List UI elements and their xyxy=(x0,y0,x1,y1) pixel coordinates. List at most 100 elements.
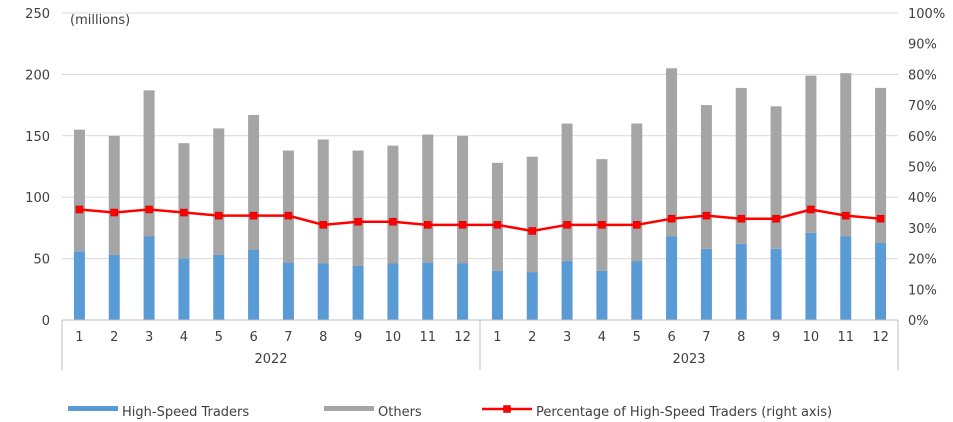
x-month-label: 4 xyxy=(598,330,606,345)
bar-others xyxy=(561,123,573,262)
percentage-marker xyxy=(458,221,467,229)
percentage-marker xyxy=(598,221,606,229)
bar-high-speed-traders xyxy=(700,248,712,320)
bar-high-speed-traders xyxy=(561,261,573,320)
bar-others xyxy=(840,73,852,237)
y-left-tick-label: 250 xyxy=(25,7,50,22)
percentage-marker xyxy=(842,211,850,220)
bar-others xyxy=(805,75,817,233)
y-right-tick-label: 40% xyxy=(908,191,937,206)
y-right-tick-label: 50% xyxy=(908,161,937,176)
bar-high-speed-traders xyxy=(631,261,643,320)
bar-high-speed-traders xyxy=(108,254,120,320)
percentage-marker xyxy=(876,214,885,223)
bar-high-speed-traders xyxy=(248,250,260,320)
bar-high-speed-traders xyxy=(840,236,852,320)
legend-swatch-high-speed-traders xyxy=(68,406,118,411)
legend-label-high-speed-traders: High-Speed Traders xyxy=(122,405,249,420)
percentage-line xyxy=(75,205,885,235)
bar-high-speed-traders xyxy=(213,254,225,320)
x-month-label: 8 xyxy=(319,330,327,345)
bars xyxy=(73,68,887,320)
legend-swatch-percentage-marker xyxy=(503,405,511,413)
y-right-tick-label: 100% xyxy=(908,7,945,22)
percentage-marker xyxy=(807,205,815,214)
bar-high-speed-traders xyxy=(457,263,469,320)
x-month-label: 9 xyxy=(772,330,780,345)
x-month-label: 2 xyxy=(110,330,118,345)
bar-others xyxy=(317,139,329,264)
unit-label: (millions) xyxy=(70,13,130,28)
bar-high-speed-traders xyxy=(666,236,678,320)
bar-high-speed-traders xyxy=(422,262,434,320)
legend-label-others: Others xyxy=(378,405,422,420)
x-month-label: 11 xyxy=(419,330,436,345)
bar-high-speed-traders xyxy=(178,258,190,320)
y-left-tick-label: 150 xyxy=(25,130,50,145)
bar-high-speed-traders xyxy=(352,265,364,320)
percentage-marker xyxy=(667,214,676,223)
y-right-tick-label: 60% xyxy=(908,130,937,145)
bar-others xyxy=(422,134,434,263)
bar-high-speed-traders xyxy=(387,263,399,320)
bar-high-speed-traders xyxy=(143,236,155,320)
legend-label-percentage: Percentage of High-Speed Traders (right … xyxy=(536,405,832,420)
percentage-marker xyxy=(633,221,641,229)
bar-others xyxy=(700,105,712,249)
y-right-tick-label: 0% xyxy=(908,314,929,329)
percentage-marker xyxy=(528,227,536,235)
bar-others xyxy=(875,87,887,243)
bar-others xyxy=(387,145,399,264)
y-left-tick-label: 0 xyxy=(42,314,50,329)
percentage-marker xyxy=(493,221,502,229)
percentage-series-line xyxy=(79,208,881,233)
x-month-label: 3 xyxy=(145,330,153,345)
gridlines xyxy=(62,12,898,260)
bar-high-speed-traders xyxy=(526,272,538,320)
y-left-tick-label: 50 xyxy=(33,253,50,268)
percentage-marker xyxy=(737,214,745,223)
x-month-label: 10 xyxy=(385,330,402,345)
x-month-label: 5 xyxy=(633,330,641,345)
percentage-marker xyxy=(110,208,118,217)
x-month-label: 11 xyxy=(837,330,854,345)
x-month-label: 12 xyxy=(872,330,889,345)
percentage-marker xyxy=(702,211,711,220)
x-month-label: 7 xyxy=(702,330,710,345)
x-month-label: 10 xyxy=(803,330,820,345)
bar-others xyxy=(108,135,120,255)
x-month-label: 5 xyxy=(215,330,223,345)
percentage-marker xyxy=(215,211,223,220)
bar-others xyxy=(213,128,225,255)
y-right-tick-label: 80% xyxy=(908,68,937,83)
axes: 0 50 100 150 200 250 0% 10% 20% 30% 40% 50% 60% 70% 80… xyxy=(25,7,945,370)
bar-high-speed-traders xyxy=(317,263,329,320)
bar-others xyxy=(73,129,85,252)
percentage-marker xyxy=(424,221,432,229)
bar-others xyxy=(352,150,364,266)
x-month-label: 9 xyxy=(354,330,362,345)
bar-high-speed-traders xyxy=(491,270,503,320)
percentage-marker xyxy=(389,218,397,226)
bar-others xyxy=(631,123,643,262)
bar-others xyxy=(596,159,608,271)
bar-others xyxy=(666,68,678,237)
percentage-marker xyxy=(75,205,84,214)
x-month-label: 2 xyxy=(528,330,536,345)
x-month-label: 7 xyxy=(284,330,292,345)
bar-high-speed-traders xyxy=(596,270,608,320)
x-month-label: 3 xyxy=(563,330,571,345)
bar-high-speed-traders xyxy=(282,262,294,320)
bar-high-speed-traders xyxy=(73,251,85,320)
percentage-marker xyxy=(180,208,188,217)
x-month-label: 4 xyxy=(180,330,188,345)
bar-high-speed-traders xyxy=(735,243,747,320)
x-month-label: 8 xyxy=(737,330,745,345)
percentage-marker xyxy=(249,211,258,220)
legend-swatch-others xyxy=(324,406,374,411)
x-month-label: 1 xyxy=(493,330,501,345)
percentage-marker xyxy=(354,218,362,226)
bar-others xyxy=(491,162,503,271)
